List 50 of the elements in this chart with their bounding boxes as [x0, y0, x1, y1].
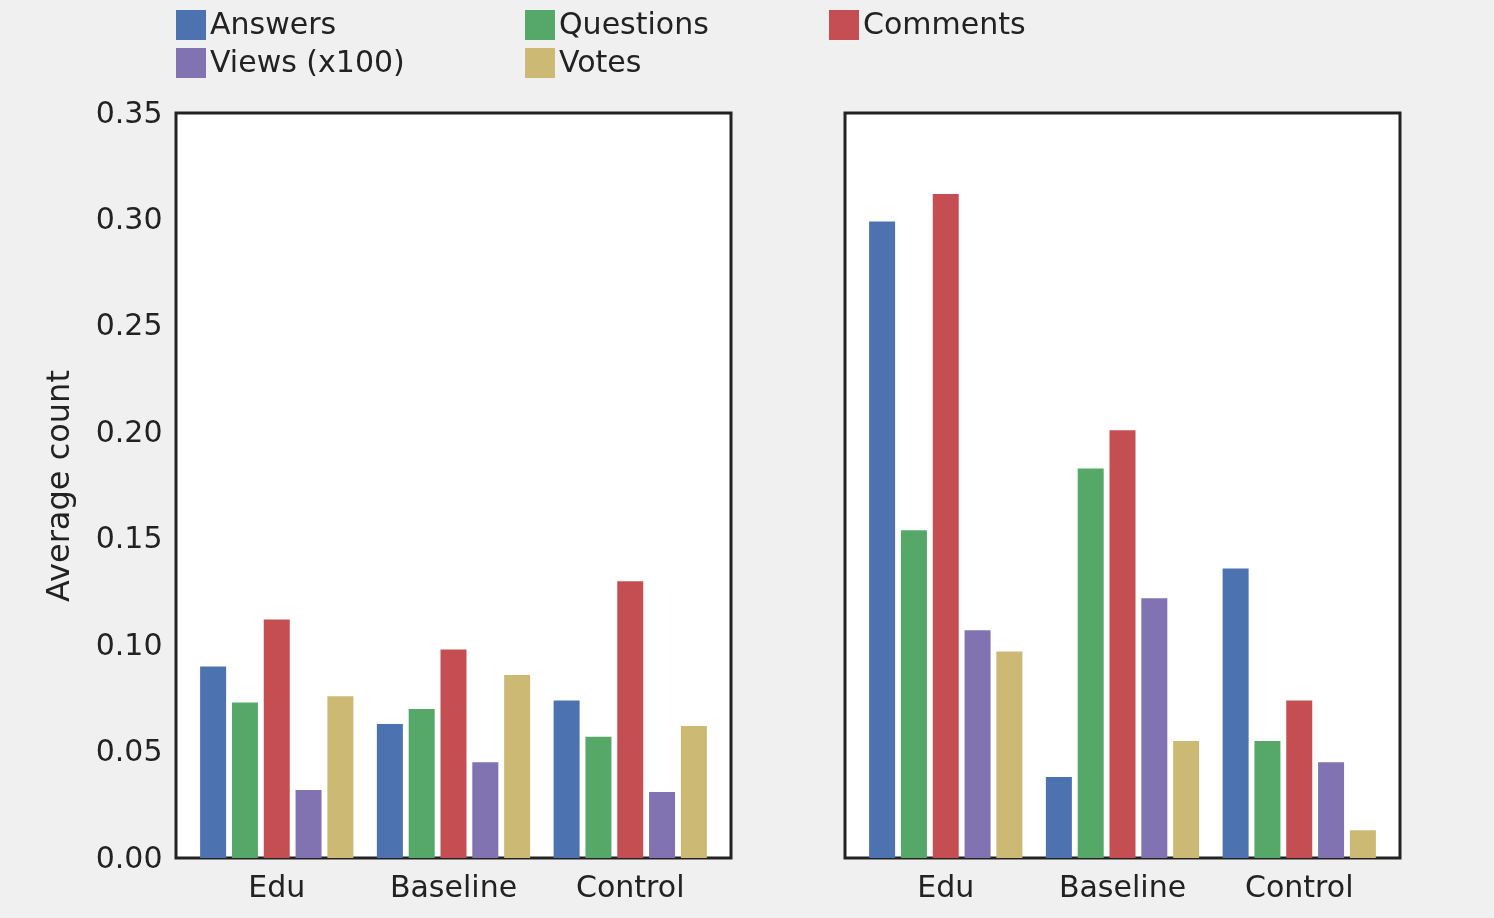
- x-tick-label: Baseline: [1058, 868, 1187, 904]
- bar: [1286, 700, 1313, 858]
- bar: [295, 789, 322, 858]
- bar: [1349, 830, 1376, 858]
- bar: [376, 723, 403, 858]
- bar: [263, 619, 290, 858]
- y-tick-label: 0.25: [95, 307, 163, 343]
- legend-label: Questions: [559, 6, 709, 41]
- bar: [996, 651, 1023, 858]
- bar: [649, 792, 676, 858]
- bar: [1109, 430, 1136, 858]
- y-tick-label: 0.20: [95, 413, 163, 449]
- y-axis-title: Average count: [38, 370, 77, 602]
- x-tick-label: Control: [1245, 868, 1354, 904]
- bar: [680, 726, 707, 858]
- bar: [900, 530, 927, 858]
- x-tick-label: Baseline: [389, 868, 518, 904]
- bar: [553, 700, 580, 858]
- legend-label: Answers: [210, 6, 337, 41]
- bar: [200, 666, 227, 858]
- y-tick-label: 0.10: [95, 626, 163, 662]
- bar: [440, 649, 467, 858]
- bar: [932, 193, 959, 858]
- bar: [1318, 762, 1345, 858]
- bar: [964, 630, 991, 858]
- bar: [472, 762, 499, 858]
- legend-label: Comments: [863, 6, 1026, 41]
- y-tick-label: 0.05: [95, 733, 163, 769]
- y-tick-label: 0.30: [95, 200, 163, 236]
- bar: [1173, 740, 1200, 858]
- bar: [1077, 468, 1104, 858]
- bar: [869, 221, 896, 858]
- y-tick-label: 0.15: [95, 520, 163, 556]
- x-tick-label: Control: [576, 868, 685, 904]
- y-tick-label: 0.35: [95, 94, 163, 130]
- y-tick-label: 0.00: [95, 839, 163, 875]
- bar: [585, 736, 612, 858]
- x-tick-label: Edu: [917, 868, 975, 904]
- bar: [327, 696, 354, 858]
- bar: [504, 674, 531, 858]
- bar: [408, 709, 435, 858]
- x-tick-label: Edu: [248, 868, 306, 904]
- bar: [1141, 598, 1168, 858]
- bar: [617, 581, 644, 858]
- bar: [1045, 777, 1072, 858]
- bar: [231, 702, 258, 858]
- bar: [1222, 568, 1249, 858]
- bar: [1254, 740, 1281, 858]
- legend-label: Views (x100): [210, 44, 405, 79]
- legend-label: Votes: [559, 44, 642, 79]
